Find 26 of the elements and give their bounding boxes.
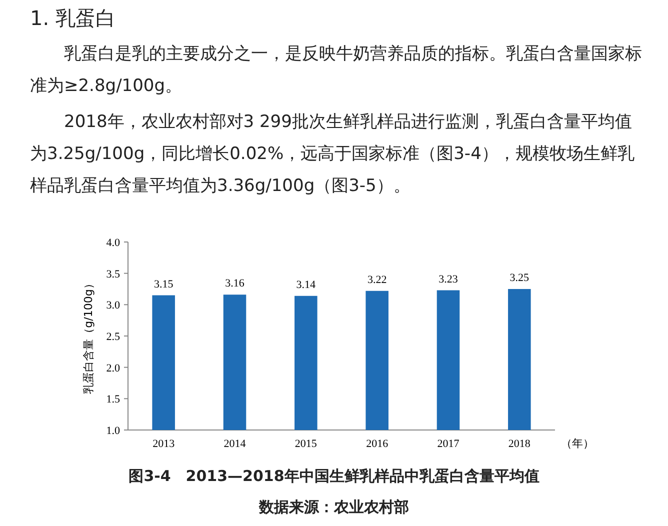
data-label: 3.15: [154, 278, 174, 290]
x-tick-label: 2018: [508, 438, 531, 450]
y-tick-label: 1.5: [106, 394, 120, 406]
text: 1. 乳蛋白: [30, 5, 116, 32]
y-tick-label: 2.0: [106, 362, 120, 374]
x-axis-title: （年）: [561, 438, 594, 450]
y-tick-label: 3.5: [106, 268, 120, 280]
x-tick-label: 2016: [366, 438, 389, 450]
text: 2018年，农业农村部对3 299批次生鲜乳样品进行监测，乳蛋白含量平均值为3.25g/100g，同比增长0.02%，远高于国家标准（图3-4），规模牧场生鲜乳样品乳蛋白含量平均值为3.36g/100g（图3-5）。: [30, 111, 636, 198]
data-label: 3.23: [438, 273, 458, 286]
source-note: 数据来源：农业农村部: [258, 498, 410, 517]
y-tick-label: 2.5: [106, 331, 120, 343]
data-label: 3.14: [296, 278, 316, 291]
data-label: 3.22: [367, 274, 387, 286]
text: 图3-4 2013—2018年中国生鲜乳样品中乳蛋白含量平均值: [128, 467, 540, 486]
x-tick-label: 2017: [437, 438, 460, 450]
data-label: 3.25: [510, 272, 530, 284]
y-axis-title: 乳蛋白含量（g/100g）: [82, 278, 95, 394]
y-tick-label: 1.0: [106, 425, 120, 437]
x-tick-label: 2015: [294, 438, 318, 450]
x-tick-label: 2014: [224, 438, 246, 450]
text: 乳蛋白是乳的主要成分之一，是反映牛奶营养品质的指标。乳蛋白含量国家标准为≥2.8g/100g。: [30, 43, 642, 98]
y-tick-label: 4.0: [106, 237, 120, 249]
y-tick-label: 3.0: [106, 300, 120, 312]
x-tick-label: 2013: [152, 438, 176, 450]
data-label: 3.16: [225, 278, 245, 290]
